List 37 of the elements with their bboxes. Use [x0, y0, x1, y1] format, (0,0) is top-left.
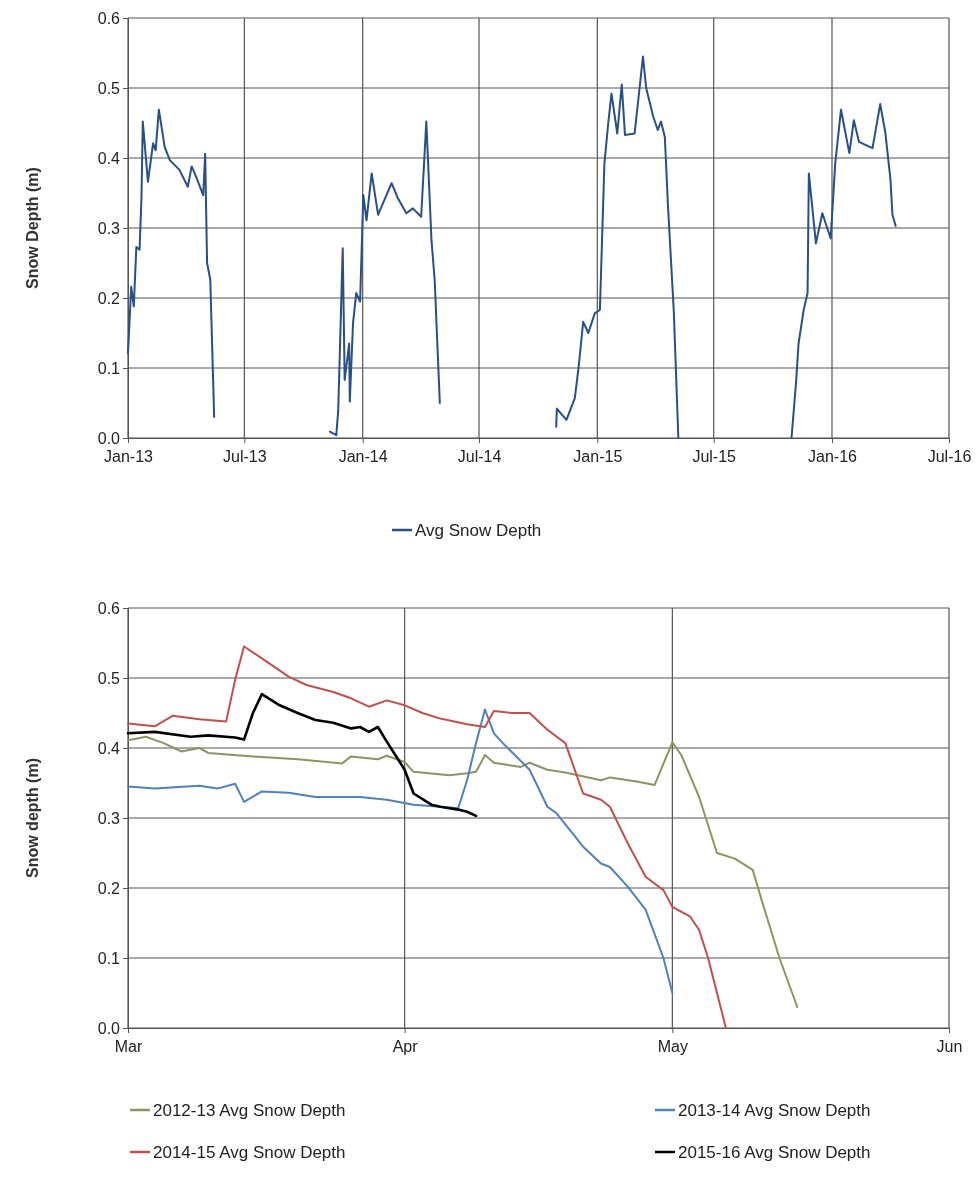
legend-label: 2015-16 Avg Snow Depth: [678, 1143, 871, 1162]
y-axis-title: Snow Depth (m): [24, 167, 41, 289]
line-series: [127, 735, 799, 1008]
x-tick-label: Jul-14: [457, 448, 502, 466]
line-series: [126, 692, 478, 818]
x-tick-label: Jun: [936, 1038, 963, 1056]
y-tick-label: 0.0: [97, 429, 121, 447]
x-tick-label: Apr: [392, 1038, 419, 1056]
y-tick-label: 0.1: [97, 359, 121, 377]
y-tick-label: 0.4: [97, 739, 121, 757]
y-tick-label: 0.4: [97, 149, 121, 167]
y-tick-label: 0.3: [97, 219, 121, 237]
y-tick-label: 0.5: [97, 669, 121, 687]
legend-label: 2012-13 Avg Snow Depth: [153, 1101, 346, 1120]
x-tick-label: Jan-14: [338, 448, 388, 466]
y-tick-label: 0.6: [97, 9, 121, 27]
y-tick-label: 0.5: [97, 79, 121, 97]
y-tick-label: 0.2: [97, 289, 121, 307]
x-tick-label: Jul-16: [927, 448, 972, 466]
legend-label: 2013-14 Avg Snow Depth: [678, 1101, 871, 1120]
line-series: [127, 708, 674, 994]
line-series: [127, 645, 727, 1029]
x-tick-label: Jul-13: [223, 448, 267, 466]
y-tick-label: 0.3: [97, 809, 121, 827]
x-tick-label: Mar: [114, 1038, 143, 1056]
x-tick-label: Jan-13: [104, 448, 154, 466]
legend-label: 2014-15 Avg Snow Depth: [153, 1143, 346, 1162]
x-tick-label: Jan-16: [808, 448, 858, 466]
y-tick-label: 0.6: [97, 599, 121, 617]
y-axis-title: Snow depth (m): [24, 758, 41, 878]
legend-label: Avg Snow Depth: [415, 521, 542, 540]
y-tick-label: 0.2: [97, 879, 121, 897]
x-tick-label: Jul-15: [692, 448, 737, 466]
x-tick-label: May: [657, 1038, 688, 1056]
y-tick-label: 0.1: [97, 949, 121, 967]
y-tick-label: 0.0: [97, 1019, 121, 1037]
x-tick-label: Jan-15: [573, 448, 623, 466]
